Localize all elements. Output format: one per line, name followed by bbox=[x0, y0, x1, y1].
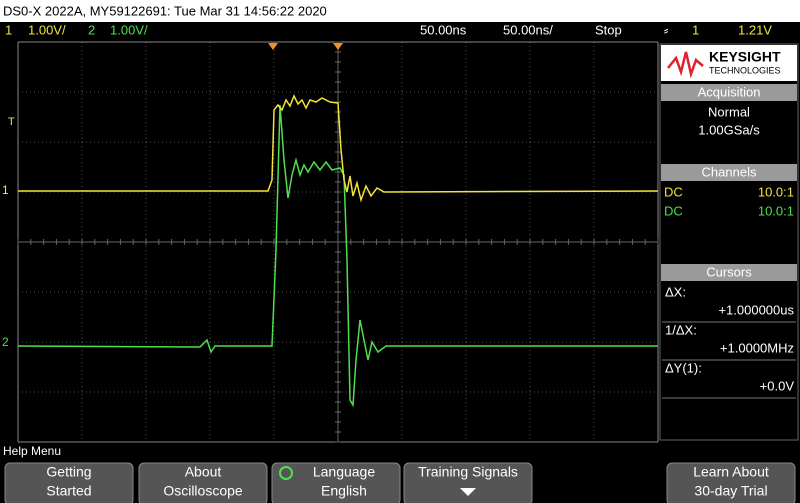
trigger-level-marker: T bbox=[8, 116, 15, 128]
ch1-ground-marker: 1 bbox=[2, 183, 9, 197]
timebase: 50.00ns/ bbox=[503, 22, 553, 37]
ch2-ground-marker: 2 bbox=[2, 335, 9, 349]
ch1-probe: 10.0:1 bbox=[758, 184, 794, 199]
cursor-value: +1.000000us bbox=[718, 302, 794, 317]
brand-logo bbox=[667, 51, 704, 79]
title-text: DS0-X 2022A, MY59122691: Tue Mar 31 14:5… bbox=[3, 3, 327, 18]
trigger-icon: ⸗ bbox=[664, 22, 668, 37]
softkey[interactable] bbox=[403, 462, 533, 503]
softkey[interactable] bbox=[666, 462, 796, 503]
softkeys: Getting Started About Oscilloscope Language E… bbox=[4, 462, 796, 503]
help-menu: Help Menu bbox=[3, 444, 61, 458]
ch1-coupling: DC bbox=[664, 184, 683, 199]
trigger-level: 1.21V bbox=[738, 22, 772, 37]
run-state: Stop bbox=[595, 22, 622, 37]
status-bar bbox=[0, 22, 800, 41]
ch1-number: 1 bbox=[5, 22, 12, 37]
softkey-label: About bbox=[185, 464, 222, 480]
acquisition-header bbox=[661, 84, 797, 101]
ch2-scale: 1.00V/ bbox=[110, 22, 148, 37]
cursors-title: Cursors bbox=[706, 264, 752, 279]
ch1-trace bbox=[18, 94, 659, 203]
channels-title: Channels bbox=[702, 164, 757, 179]
softkey-label: English bbox=[321, 483, 367, 499]
softkey-label: Oscilloscope bbox=[163, 483, 243, 499]
cursor-label: 1/ΔX: bbox=[665, 322, 697, 337]
softkey-label: Getting bbox=[46, 464, 91, 480]
title-bar bbox=[0, 0, 800, 22]
softkey-label: 30-day Trial bbox=[694, 483, 767, 499]
cursor-label: ΔY(1): bbox=[665, 360, 702, 375]
softkey[interactable] bbox=[138, 462, 268, 503]
ch2-coupling: DC bbox=[664, 203, 683, 218]
cursor-value: +0.0V bbox=[760, 378, 795, 393]
softkey-arrow bbox=[460, 488, 476, 496]
trigger-marker-top bbox=[333, 43, 343, 50]
cursor-value: +1.0000MHz bbox=[720, 340, 794, 355]
brand-subtitle: TECHNOLOGIES bbox=[709, 65, 781, 75]
cursor-rows: ΔX: +1.000000us 1/ΔX: +1.0000MHz ΔY(1): +0.0V bbox=[662, 284, 796, 399]
softkey-icon bbox=[279, 466, 293, 480]
delay-marker bbox=[268, 43, 278, 50]
ch2-number: 2 bbox=[88, 22, 95, 37]
channels-header bbox=[661, 164, 797, 181]
softkey[interactable] bbox=[4, 462, 134, 503]
softkey-label: Training Signals bbox=[418, 464, 518, 480]
delay: 50.00ns bbox=[420, 22, 467, 37]
ch2-probe: 10.0:1 bbox=[758, 203, 794, 218]
side-panel bbox=[659, 43, 799, 441]
cursor-label: ΔX: bbox=[665, 284, 686, 299]
cursors-header bbox=[661, 264, 797, 281]
softkey-label: Started bbox=[46, 483, 91, 499]
softkey-label: Language bbox=[313, 464, 376, 480]
brand-name: KEYSIGHT bbox=[709, 49, 781, 65]
acquisition-title: Acquisition bbox=[698, 84, 761, 99]
ch1-scale: 1.00V/ bbox=[28, 22, 66, 37]
acquisition-rate: 1.00GSa/s bbox=[698, 122, 760, 137]
acquisition-mode: Normal bbox=[708, 104, 750, 119]
trigger-source: 1 bbox=[692, 22, 699, 37]
ch2-trace bbox=[17, 104, 658, 408]
softkey[interactable] bbox=[271, 462, 401, 503]
softkey-label: Learn About bbox=[693, 464, 769, 480]
graticule bbox=[17, 41, 659, 443]
